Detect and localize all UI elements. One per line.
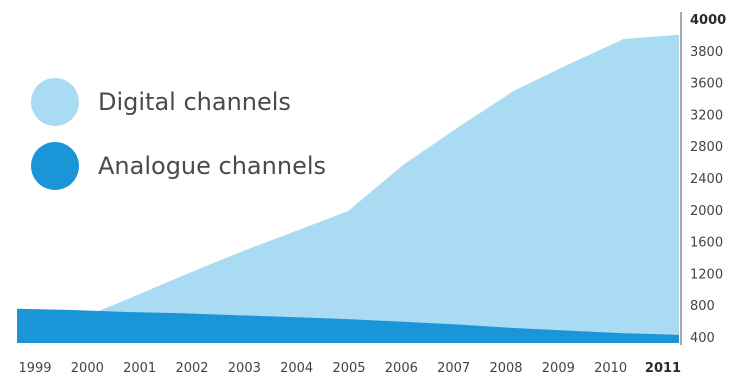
y-axis-ticks: 400 800 1200 1600 2000 2400 2800 3200 3600 3800 40… (690, 13, 726, 346)
y-tick-label: 800 (690, 299, 715, 314)
y-tick-label: 4000 (690, 13, 726, 28)
x-tick-label: 2007 (437, 361, 470, 376)
y-tick-label: 1600 (690, 236, 723, 251)
x-tick-label: 2011 (645, 361, 681, 376)
x-tick-label: 2003 (228, 361, 261, 376)
legend-swatch (31, 142, 79, 190)
legend-swatch (31, 78, 79, 126)
y-tick-label: 3600 (690, 77, 723, 92)
x-tick-label: 2006 (385, 361, 418, 376)
digital-channels-area (17, 34, 679, 344)
legend-label: Analogue channels (98, 152, 326, 180)
y-tick-label: 400 (690, 331, 715, 346)
x-tick-label: 2008 (489, 361, 522, 376)
y-tick-label: 2000 (690, 204, 723, 219)
x-tick-label: 2009 (542, 361, 575, 376)
y-tick-label: 2400 (690, 172, 723, 187)
y-tick-label: 2800 (690, 140, 723, 155)
analogue-channels-area (17, 308, 679, 343)
y-tick-label: 1200 (690, 267, 723, 282)
x-tick-label: 2004 (280, 361, 313, 376)
legend: Digital channels Analogue channels (31, 78, 326, 190)
y-tick-label: 3200 (690, 108, 723, 123)
x-tick-label: 2000 (71, 361, 104, 376)
chart-areas (17, 34, 679, 344)
x-tick-label: 2005 (332, 361, 365, 376)
x-tick-label: 2010 (594, 361, 627, 376)
x-tick-label: 2001 (123, 361, 156, 376)
x-tick-label: 2002 (175, 361, 208, 376)
legend-label: Digital channels (98, 88, 291, 116)
y-tick-label: 3800 (690, 45, 723, 60)
x-axis-ticks: 1999 2000 2001 2002 2003 2004 2005 2006 2007 2008… (18, 361, 681, 376)
x-tick-label: 1999 (18, 361, 51, 376)
